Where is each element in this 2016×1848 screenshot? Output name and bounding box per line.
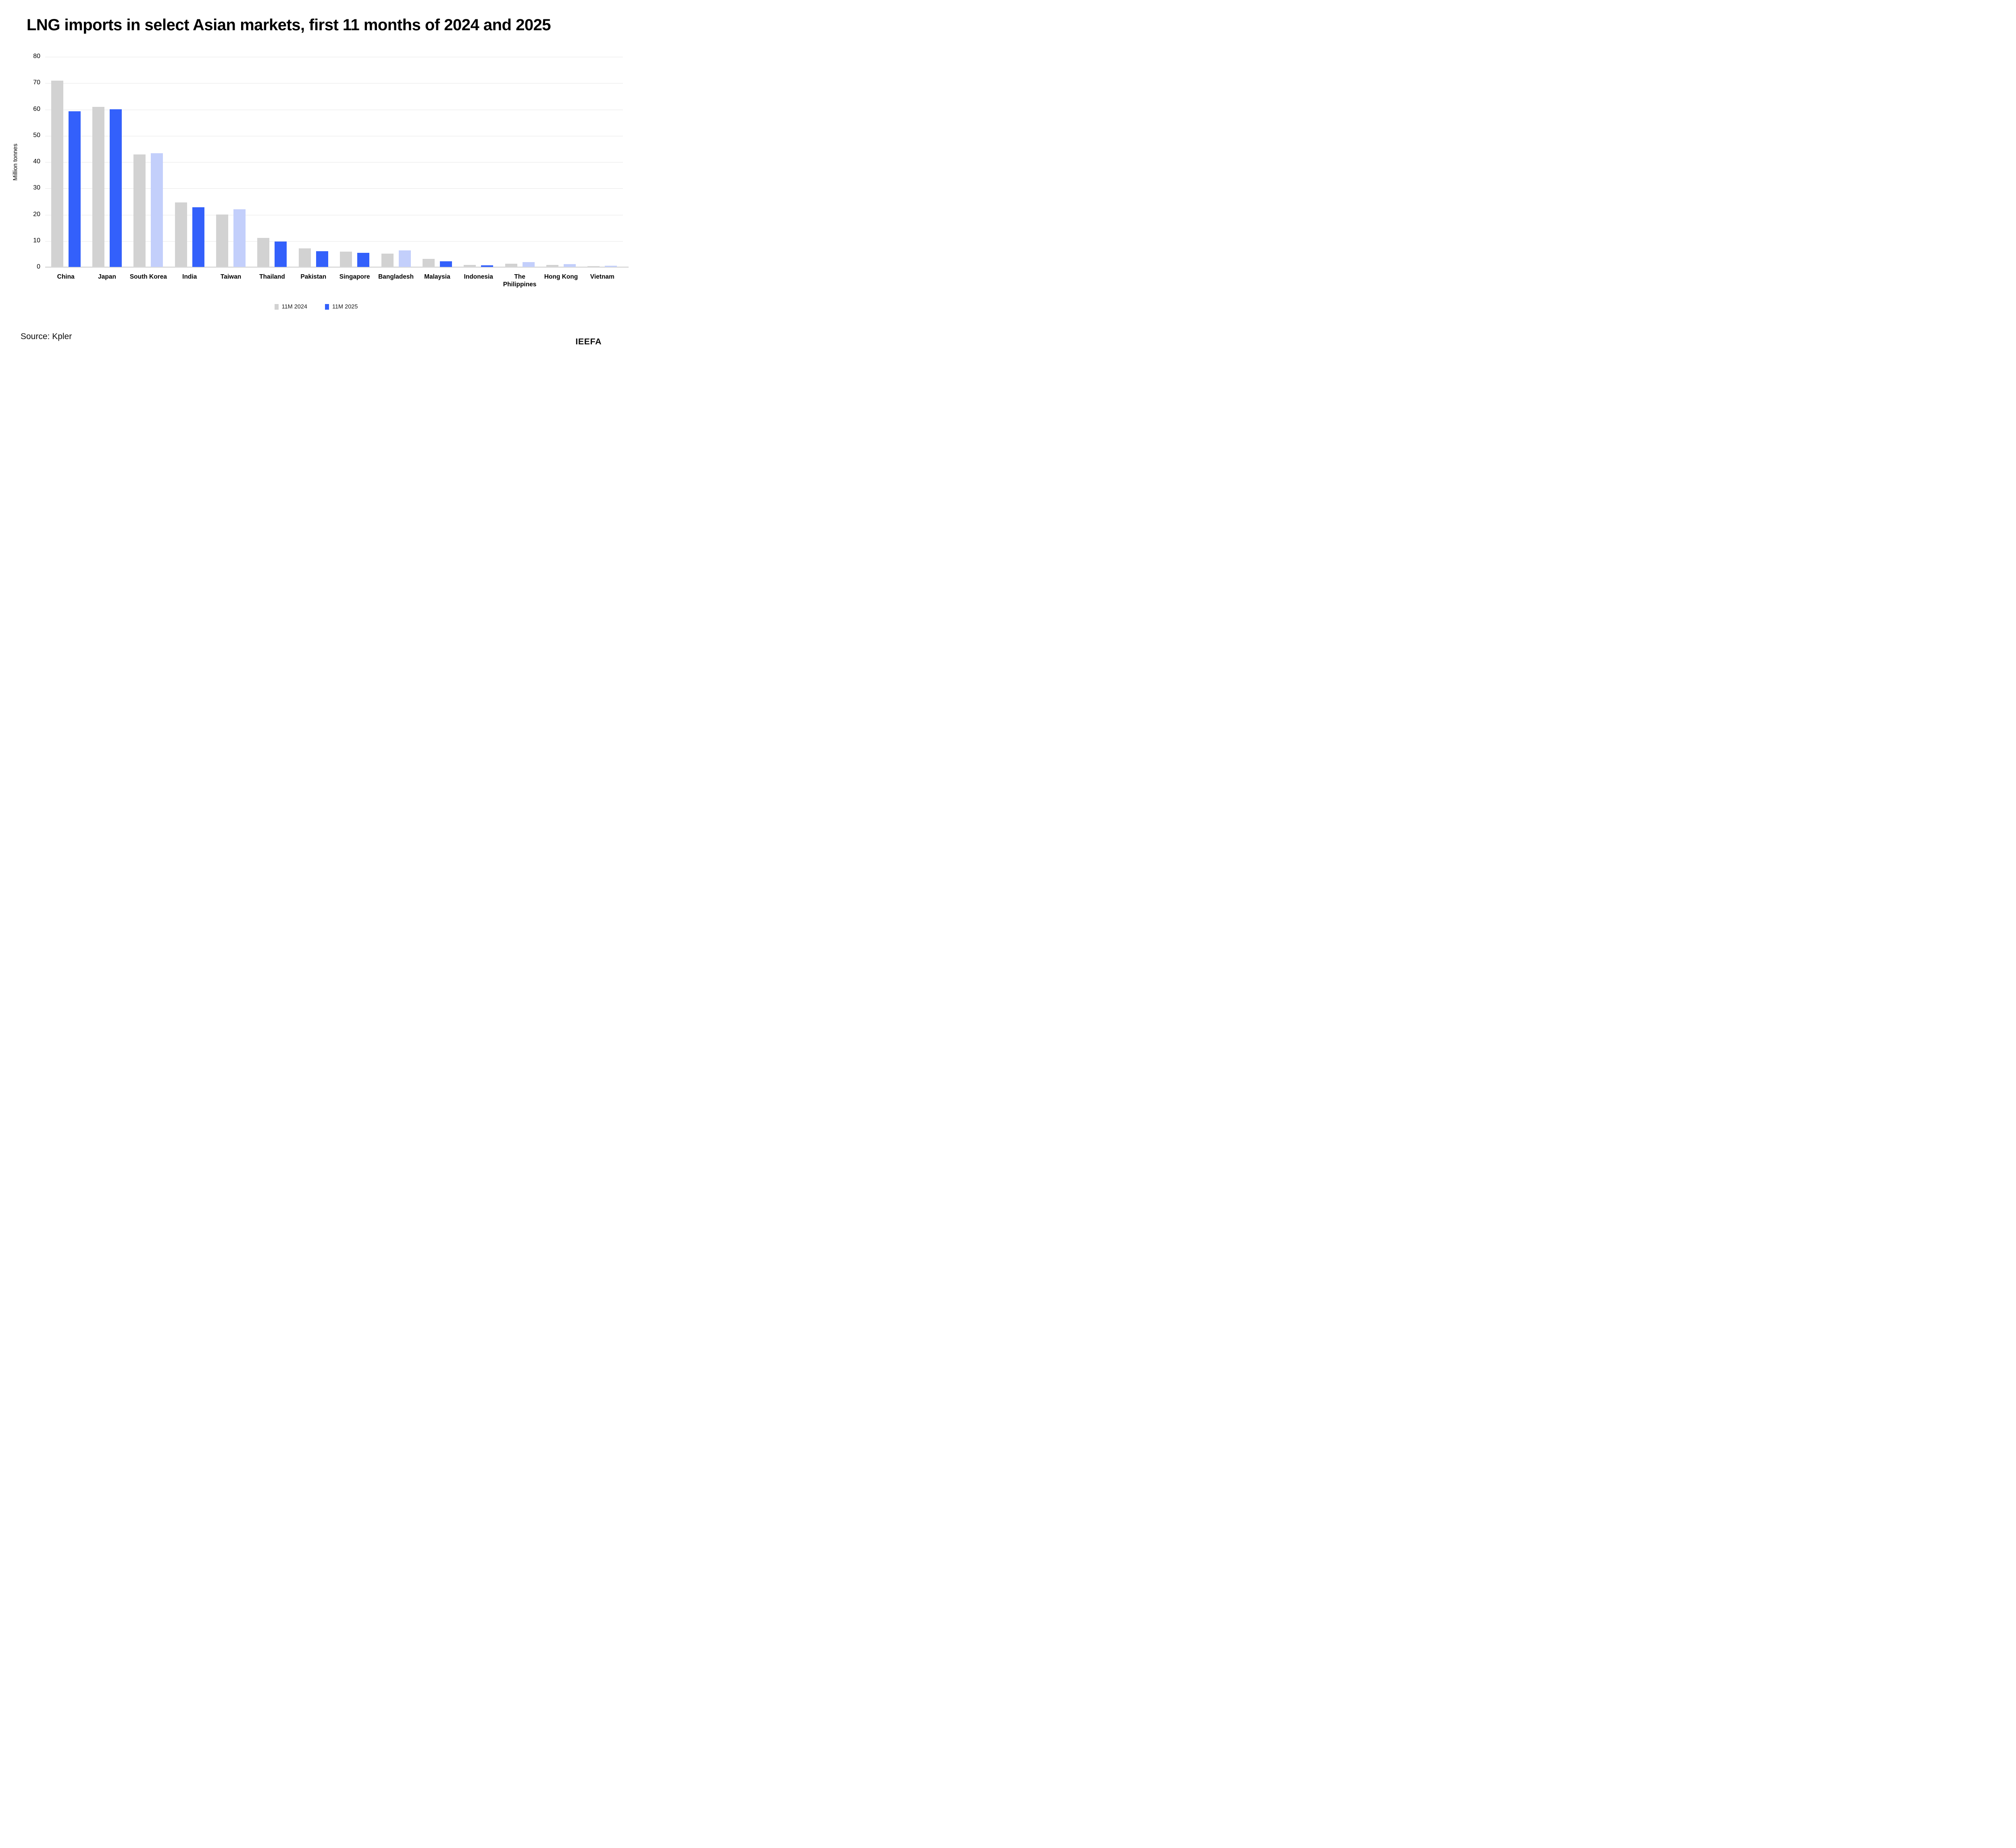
bar-2024-malaysia <box>422 258 435 267</box>
gridline-30 <box>45 188 623 189</box>
bar-2024-singapore <box>340 252 352 267</box>
x-label-south-korea: South Korea <box>129 273 167 280</box>
x-label-thailand: Thailand <box>259 273 285 280</box>
legend-label: 11M 2025 <box>332 304 358 310</box>
bar-2025-japan <box>110 109 122 267</box>
brand-ieefa: IEEFA <box>575 337 602 346</box>
bar-2025-vietnam <box>605 266 617 267</box>
x-label-the-philippines: The Philippines <box>503 273 537 288</box>
bar-2025-hong-kong <box>563 264 576 267</box>
y-tick-0: 0 <box>37 263 40 270</box>
plot-area: 0 10 20 30 40 50 60 70 80 China Japan South Korea In… <box>33 53 629 288</box>
y-tick-60: 60 <box>33 105 40 113</box>
bar-2025-singapore <box>357 252 370 267</box>
bar-2025-china <box>68 111 81 267</box>
bar-2024-india <box>175 202 187 267</box>
chart-title: LNG imports in select Asian markets, fir… <box>27 16 551 34</box>
bar-2025-indonesia <box>481 265 494 267</box>
gridline-40 <box>45 162 623 163</box>
legend-item-11m-2024: 11M 2024 <box>274 304 307 310</box>
bar-2025-malaysia <box>439 261 452 267</box>
x-label-singapore: Singapore <box>339 273 370 280</box>
legend-swatch-icon <box>325 304 329 310</box>
x-label-indonesia: Indonesia <box>464 273 493 280</box>
x-label-hong-kong: Hong Kong <box>544 273 578 280</box>
legend-label: 11M 2024 <box>281 304 307 310</box>
x-label-india: India <box>182 273 197 280</box>
x-label-bangladesh: Bangladesh <box>378 273 414 280</box>
x-label-vietnam: Vietnam <box>590 273 614 280</box>
bar-2024-hong-kong <box>546 265 558 267</box>
bar-2024-japan <box>92 106 105 267</box>
bar-2024-taiwan <box>216 215 229 267</box>
y-tick-40: 40 <box>33 158 40 165</box>
x-label-china: China <box>57 273 75 280</box>
source-note: Source: Kpler <box>21 332 72 341</box>
bar-2025-thailand <box>275 242 287 267</box>
bar-2024-south-korea <box>133 154 146 267</box>
y-tick-80: 80 <box>33 53 40 60</box>
y-tick-20: 20 <box>33 210 40 218</box>
x-label-japan: Japan <box>98 273 116 280</box>
x-label-pakistan: Pakistan <box>300 273 327 280</box>
chart-canvas: LNG imports in select Asian markets, fir… <box>0 0 632 362</box>
bar-2024-bangladesh <box>381 253 394 267</box>
legend-item-11m-2025: 11M 2025 <box>325 304 358 310</box>
gridline-10 <box>45 241 623 242</box>
y-tick-50: 50 <box>33 131 40 139</box>
bar-2025-bangladesh <box>398 250 411 267</box>
y-tick-30: 30 <box>33 184 40 192</box>
bar-2025-south-korea <box>151 153 163 267</box>
bar-2024-thailand <box>257 238 270 267</box>
legend-swatch-icon <box>274 304 279 310</box>
x-axis-baseline <box>45 267 629 268</box>
bar-2024-pakistan <box>298 248 311 267</box>
bar-2024-indonesia <box>464 265 476 267</box>
bar-2025-the-philippines <box>522 262 535 267</box>
bar-2024-china <box>51 81 63 267</box>
x-label-taiwan: Taiwan <box>220 273 242 280</box>
legend: 11M 2024 11M 2025 <box>0 304 632 310</box>
bar-2024-the-philippines <box>505 264 517 267</box>
x-label-malaysia: Malaysia <box>424 273 450 280</box>
bar-2025-india <box>192 207 204 267</box>
bar-2024-vietnam <box>587 266 600 267</box>
bar-2025-pakistan <box>316 251 328 267</box>
y-tick-70: 70 <box>33 79 40 86</box>
bar-2025-taiwan <box>233 209 246 267</box>
y-tick-10: 10 <box>33 237 40 244</box>
